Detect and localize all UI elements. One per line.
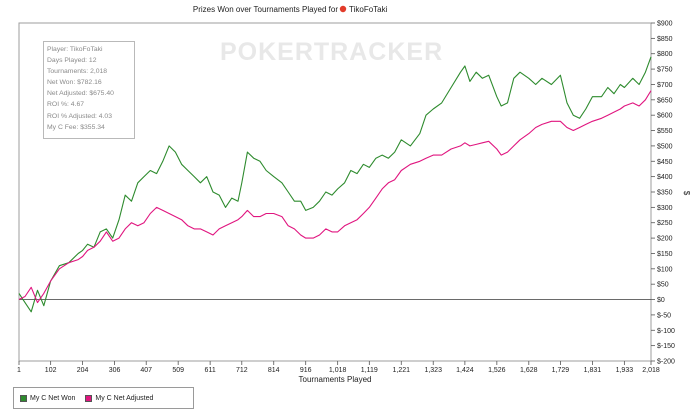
y-tick-label: $850 (657, 36, 673, 43)
x-tick-label: 1,628 (520, 367, 538, 374)
y-tick-label: $-150 (657, 343, 675, 350)
legend-swatch-net-won (20, 394, 27, 402)
y-tick-label: $100 (657, 266, 673, 273)
x-tick-label: 1,424 (456, 367, 474, 374)
x-tick-label: 509 (172, 367, 184, 374)
y-tick-label: $50 (657, 282, 669, 289)
info-roi: ROI %: 4.67 (47, 101, 85, 109)
legend-label-net-won: My C Net Won (30, 394, 76, 402)
x-tick-label: 1,831 (584, 367, 602, 374)
x-tick-label: 916 (300, 367, 312, 374)
y-tick-label: $500 (657, 143, 673, 150)
chart-title-text: Prizes Won over Tournaments Played for (193, 5, 338, 14)
x-tick-label: 611 (205, 367, 216, 374)
y-tick-label: $750 (657, 67, 673, 74)
series-line-net-adjusted (18, 90, 652, 304)
y-tick-label: $550 (657, 128, 673, 135)
y-tick-label: $600 (657, 113, 673, 120)
x-tick-label: 407 (140, 367, 152, 374)
info-fee: My C Fee: $355.34 (47, 123, 105, 131)
info-days-played: Days Played: 12 (47, 57, 97, 65)
y-axis-label: $ (682, 191, 691, 196)
y-tick-label: $900 (657, 21, 673, 28)
legend-item-net-adjusted[interactable]: My C Net Adjusted (85, 394, 154, 402)
y-axis: $-200 $-150 $-100 $-50 $0 $50 $100 $150 $200 $250… (651, 21, 675, 366)
x-tick-label: 1,221 (393, 367, 411, 374)
y-tick-label: $300 (657, 205, 673, 212)
legend-swatch-net-adjusted (85, 394, 93, 402)
info-net-adjusted: Net Adjusted: $675.40 (47, 90, 114, 98)
x-tick-label: 1,729 (552, 367, 570, 374)
y-tick-label: $650 (657, 97, 673, 104)
x-tick-label: 1,119 (361, 367, 378, 374)
legend-label-net-adjusted: My C Net Adjusted (95, 394, 154, 402)
info-tournaments: Tournaments: 2,018 (47, 68, 108, 76)
x-tick-label: 1,018 (329, 367, 347, 374)
x-axis-label: Tournaments Played (299, 375, 372, 384)
series-line-net-won (18, 56, 652, 313)
x-tick-label: 1,323 (424, 367, 442, 374)
y-tick-label: $800 (657, 51, 673, 58)
info-player: Player: TikoFoTaki (47, 46, 103, 53)
y-tick-label: $-50 (657, 312, 671, 319)
chart-legend: My C Net Won My C Net Adjusted (13, 387, 194, 409)
y-tick-label: $450 (657, 159, 673, 166)
y-tick-label: $150 (657, 251, 673, 258)
y-tick-label: $400 (657, 174, 673, 181)
x-axis: 1 102 204 306 407 509 611 712 814 916 1,018 1,119 1,… (17, 361, 660, 374)
x-tick-label: 1,526 (488, 367, 506, 374)
x-tick-label: 306 (109, 367, 121, 374)
chart-title: Prizes Won over Tournaments Played for T… (193, 5, 388, 14)
x-tick-label: 204 (77, 367, 89, 374)
y-tick-label: $250 (657, 220, 673, 227)
info-roi-adjusted: ROI % Adjusted: 4.03 (47, 112, 112, 120)
y-tick-label: $350 (657, 190, 673, 197)
info-net-won: Net Won: $782.16 (47, 79, 102, 87)
legend-item-net-won[interactable]: My C Net Won (20, 394, 76, 402)
y-tick-label: $-200 (657, 359, 675, 366)
stats-info-box: Player: TikoFoTaki Days Played: 12 Tourn… (43, 41, 135, 139)
chart-title-player: TikoFoTaki (349, 5, 388, 14)
y-tick-label: $700 (657, 82, 673, 89)
player-flag-icon (339, 5, 347, 13)
y-tick-label: $200 (657, 236, 673, 243)
y-tick-label: $-100 (657, 328, 675, 335)
x-tick-label: 1 (17, 367, 21, 374)
watermark-logo: POKERTRACKER (220, 38, 444, 66)
x-tick-label: 102 (45, 367, 57, 374)
x-tick-label: 1,933 (616, 367, 634, 374)
x-tick-label: 712 (236, 367, 248, 374)
series-layer (18, 56, 652, 313)
x-tick-label: 2,018 (642, 367, 660, 374)
y-tick-label: $0 (657, 297, 665, 304)
x-tick-label: 814 (268, 367, 280, 374)
